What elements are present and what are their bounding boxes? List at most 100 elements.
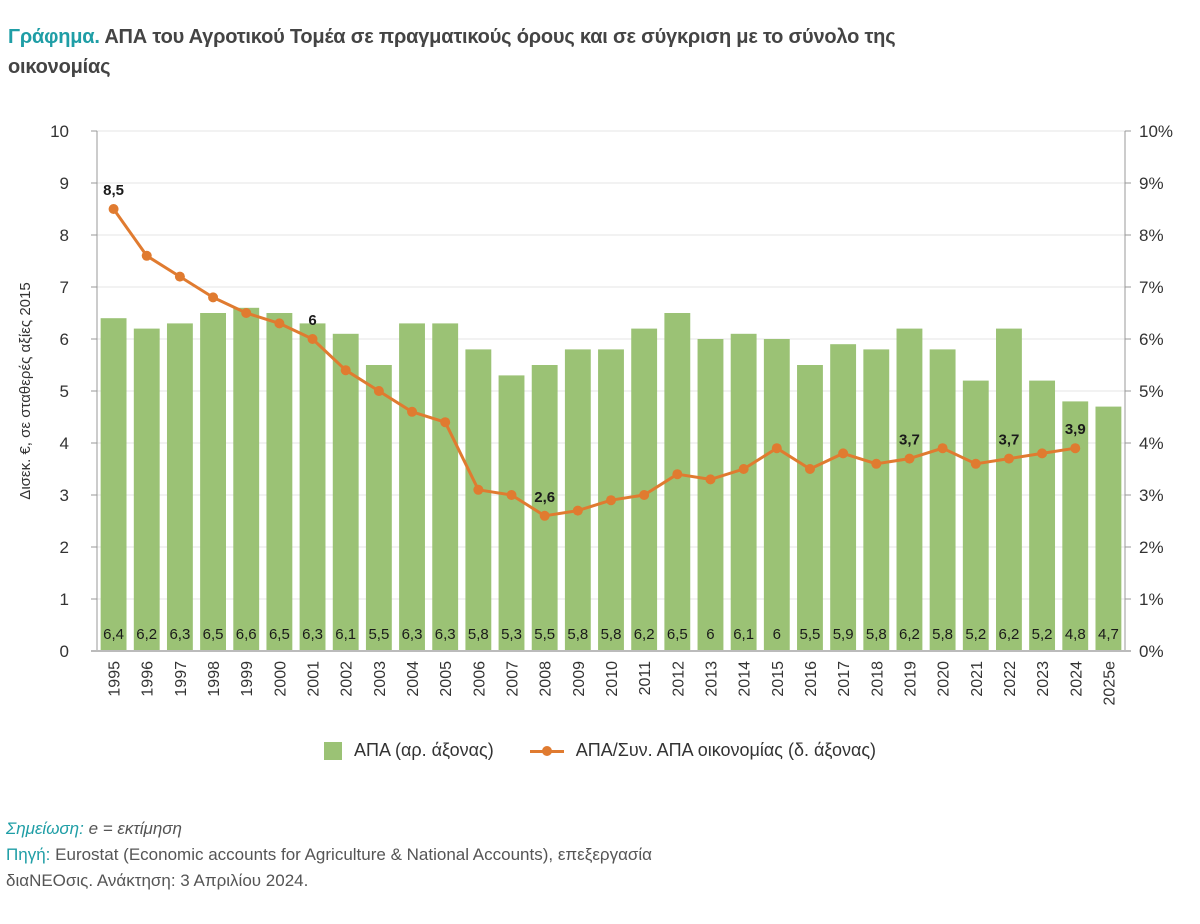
y-tick-label: 1 <box>60 590 69 609</box>
line-point <box>970 458 981 469</box>
line-point <box>606 495 616 506</box>
x-tick-label: 1999 <box>239 661 256 697</box>
bar-value-label: 6,4 <box>103 626 124 643</box>
x-tick-label: 2007 <box>505 661 522 697</box>
legend-swatch-bar <box>323 741 342 760</box>
line-point <box>838 448 849 459</box>
y2-tick-label: 1% <box>1139 590 1164 609</box>
x-tick-label: 2018 <box>869 661 886 697</box>
line-point <box>705 474 716 485</box>
bar <box>233 307 260 650</box>
line-point <box>771 443 782 454</box>
line-data-label: 6 <box>308 312 316 329</box>
x-tick-label: 2005 <box>438 661 455 697</box>
line-point <box>937 443 948 454</box>
x-tick-label: 2010 <box>604 661 621 697</box>
bar <box>830 344 857 650</box>
line-point <box>208 292 219 303</box>
bar <box>465 349 492 650</box>
y-tick-label: 6 <box>60 330 69 349</box>
x-tick-label: 1998 <box>206 661 223 697</box>
y-axis-ticks-right: 0% 1% 2% 3% 4% 5% 6% 7% 8% 9% 10% <box>1139 122 1173 661</box>
line-point <box>1037 448 1048 459</box>
bar <box>365 365 392 650</box>
line-path <box>112 208 1076 518</box>
x-tick-label: 2009 <box>571 661 588 697</box>
bar <box>166 323 193 650</box>
bar-value-label: 6,5 <box>269 626 290 643</box>
y-tick-label: 7 <box>60 278 69 297</box>
x-tick-label: 2017 <box>836 661 853 697</box>
bar <box>929 349 956 650</box>
y2-tick-label: 7% <box>1139 278 1164 297</box>
legend: ΑΠΑ (αρ. άξονας) ΑΠΑ/Συν. ΑΠΑ οικονομίας… <box>0 740 1200 761</box>
bar <box>962 380 989 650</box>
bar <box>863 349 890 650</box>
bar-value-label: 6,1 <box>733 626 754 643</box>
y-tick-label: 3 <box>60 486 69 505</box>
x-tick-label: 2021 <box>969 661 986 697</box>
bar <box>200 313 226 650</box>
line-data-label: 3,7 <box>899 432 920 449</box>
bar <box>133 328 160 650</box>
bar-value-label: 6 <box>706 626 714 643</box>
bar <box>1095 406 1122 650</box>
y-axis-title: Δισεκ. €, σε σταθερές αξίες 2015 <box>17 282 34 499</box>
y2-tick-label: 10% <box>1139 122 1173 141</box>
bar-value-label: 5,8 <box>468 626 489 643</box>
line-point <box>373 386 384 396</box>
y2-tick-label: 0% <box>1139 642 1164 661</box>
source-line: Πηγή: Eurostat (Economic accounts for Ag… <box>6 842 652 868</box>
legend-label-bar: ΑΠΑ (αρ. άξονας) <box>353 740 494 760</box>
source-text: Eurostat (Economic accounts for Agricult… <box>50 845 652 864</box>
line-point <box>904 453 915 464</box>
bar-value-label: 5,2 <box>965 626 986 643</box>
bar-value-label: 5,8 <box>866 626 887 643</box>
line-point <box>639 490 650 500</box>
line-point <box>1003 453 1014 464</box>
bar <box>399 323 425 650</box>
line-point <box>1070 443 1081 454</box>
bar-value-label: 6,3 <box>402 626 423 643</box>
bar-value-label: 5,2 <box>1032 626 1053 643</box>
y-tick-label: 4 <box>60 434 69 453</box>
x-tick-label: 1995 <box>107 661 124 697</box>
y-tick-label: 0 <box>60 642 69 661</box>
bar-value-label: 5,3 <box>501 626 522 643</box>
x-tick-label: 2019 <box>902 661 919 697</box>
bar <box>996 328 1022 650</box>
x-tick-label: 2006 <box>471 661 488 697</box>
source-label: Πηγή: <box>6 845 51 864</box>
line-point <box>871 458 882 469</box>
x-tick-label: 2012 <box>670 661 687 697</box>
bar <box>299 323 326 650</box>
legend-item-line: ΑΠΑ/Συν. ΑΠΑ οικονομίας (δ. άξονας) <box>529 740 877 761</box>
line-point <box>572 505 583 516</box>
line-data-label: 8,5 <box>103 182 124 199</box>
y-axis-ticks-left: 0 1 2 3 4 5 6 7 8 9 10 <box>50 122 69 661</box>
line-point <box>407 406 418 417</box>
line-point <box>274 318 285 329</box>
line-point <box>473 484 484 495</box>
legend-label-line: ΑΠΑ/Συν. ΑΠΑ οικονομίας (δ. άξονας) <box>575 740 877 760</box>
line-point <box>738 464 749 474</box>
bar-value-label: 6 <box>773 626 781 643</box>
bar-value-label: 5,9 <box>833 626 854 643</box>
x-tick-label: 2016 <box>803 661 820 697</box>
bar-value-label: 5,5 <box>800 626 821 643</box>
line-point <box>174 271 185 282</box>
x-tick-label: 2025e <box>1101 661 1118 706</box>
x-tick-label: 2024 <box>1068 661 1085 697</box>
bar <box>432 323 459 650</box>
x-tick-label: 2015 <box>770 661 787 697</box>
bar-value-label: 5,8 <box>601 626 622 643</box>
bar <box>531 365 558 650</box>
chart-title: Γράφημα. ΑΠΑ του Αγροτικού Τομέα σε πραγ… <box>8 22 908 82</box>
x-tick-label: 2014 <box>737 661 754 697</box>
note-text: e = εκτίμηση <box>83 819 182 838</box>
x-tick-label: 2011 <box>637 661 654 696</box>
bar <box>730 333 757 650</box>
y2-tick-label: 6% <box>1139 330 1164 349</box>
bar-value-label: 5,5 <box>534 626 555 643</box>
